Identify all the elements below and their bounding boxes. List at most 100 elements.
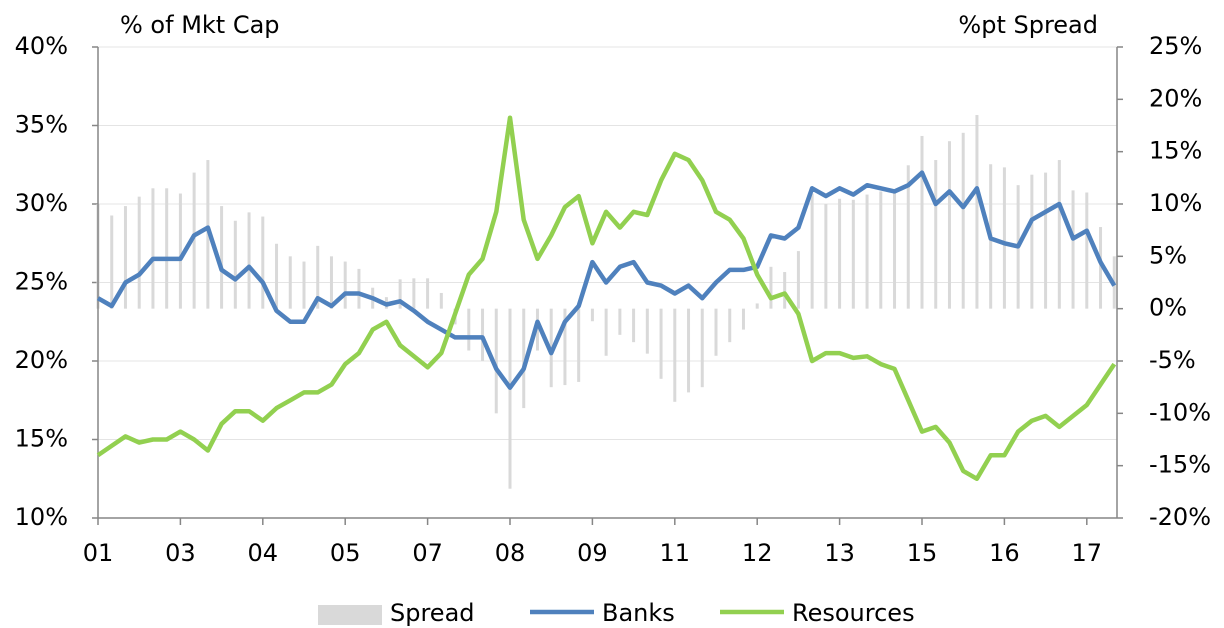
spread-bar (961, 132, 965, 309)
x-tick-label: 07 (412, 539, 443, 567)
y2-tick-label: 25% (1149, 32, 1202, 60)
spread-bar (508, 308, 512, 489)
spread-bar (123, 206, 127, 309)
spread-bar (1002, 167, 1006, 309)
spread-bar (1057, 160, 1061, 309)
y2-tick-label: 15% (1149, 137, 1202, 165)
spread-bar (755, 303, 759, 309)
spread-bar (934, 160, 938, 309)
y-tick-label: 35% (15, 111, 68, 139)
spread-bar (604, 308, 608, 356)
spread-bar (494, 308, 498, 414)
legend-swatch (318, 605, 382, 625)
spread-bar (151, 188, 155, 309)
spread-bar (343, 261, 347, 309)
spread-bar (1099, 227, 1103, 309)
spread-bar (481, 308, 485, 361)
spread-bar (975, 115, 979, 309)
y-tick-label: 10% (15, 503, 68, 531)
legend-label: Banks (602, 599, 675, 627)
spread-bar (728, 308, 732, 343)
y-axis-label: % of Mkt Cap (120, 11, 280, 39)
spread-bar (1030, 174, 1034, 309)
spread-bar (741, 308, 745, 330)
spread-bar (824, 204, 828, 309)
spread-bar (288, 256, 292, 309)
spread-bar (947, 141, 951, 309)
x-tick-label: 03 (165, 539, 196, 567)
spread-bar (329, 256, 333, 309)
spread-bar (426, 278, 430, 309)
spread-bar (879, 191, 883, 309)
y2-tick-label: -15% (1149, 451, 1211, 479)
spread-bar (110, 215, 114, 309)
legend-label: Resources (792, 599, 915, 627)
spread-bar (165, 188, 169, 309)
spread-bar (673, 308, 677, 402)
spread-bar (920, 135, 924, 309)
y-tick-label: 30% (15, 189, 68, 217)
spread-bar (233, 220, 237, 309)
spread-bar (659, 308, 663, 379)
x-tick-label: 05 (330, 539, 361, 567)
x-tick-label: 11 (660, 539, 691, 567)
spread-bar (398, 279, 402, 309)
y2-tick-label: -10% (1149, 398, 1211, 426)
spread-bar (439, 292, 443, 309)
y-tick-label: 20% (15, 346, 68, 374)
spread-bar (687, 308, 691, 393)
spread-bar (261, 216, 265, 309)
spread-bar (906, 165, 910, 309)
spread-bar (769, 266, 773, 309)
spread-bar (137, 196, 141, 309)
x-tick-label: 12 (742, 539, 773, 567)
spread-bar (316, 245, 320, 309)
spread-bar (1071, 190, 1075, 309)
x-tick-label: 01 (83, 539, 114, 567)
spread-bar (178, 193, 182, 309)
spread-bar (851, 199, 855, 309)
y-tick-label: 40% (15, 32, 68, 60)
spread-bar (522, 308, 526, 409)
x-tick-label: 17 (1072, 539, 1103, 567)
y2-tick-label: -5% (1149, 346, 1196, 374)
spread-bar (302, 261, 306, 309)
spread-bar (467, 308, 471, 351)
spread-bar (700, 308, 704, 388)
spread-bar (247, 212, 251, 309)
x-tick-label: 08 (495, 539, 526, 567)
y2-tick-label: 0% (1149, 294, 1187, 322)
y-tick-label: 15% (15, 425, 68, 453)
spread-bar (275, 243, 279, 309)
y2-tick-label: -20% (1149, 503, 1211, 531)
spread-bar (838, 198, 842, 309)
legend-label: Spread (390, 599, 475, 627)
spread-bar (590, 308, 594, 322)
spread-bar (220, 206, 224, 309)
spread-bar (810, 193, 814, 309)
spread-bar (893, 190, 897, 309)
spread-bar (783, 272, 787, 309)
spread-bar (1044, 172, 1048, 309)
spread-bar (632, 308, 636, 343)
spread-bar (714, 308, 718, 356)
x-tick-label: 15 (907, 539, 938, 567)
y2-tick-label: 20% (1149, 84, 1202, 112)
spread-bar (577, 308, 581, 382)
spread-bar (796, 251, 800, 309)
spread-bar (618, 308, 622, 335)
y-tick-label: 25% (15, 268, 68, 296)
series-line (96, 170, 1117, 390)
spread-bar (865, 194, 869, 309)
spread-bar (192, 172, 196, 309)
spread-bar (357, 268, 361, 309)
spread-bar (1085, 192, 1089, 309)
x-tick-label: 16 (989, 539, 1020, 567)
y2-tick-label: 10% (1149, 189, 1202, 217)
spread-bar (645, 308, 649, 354)
spread-bar (412, 278, 416, 309)
x-tick-label: 13 (824, 539, 855, 567)
spread-bar (563, 308, 567, 386)
x-tick-label: 09 (577, 539, 608, 567)
